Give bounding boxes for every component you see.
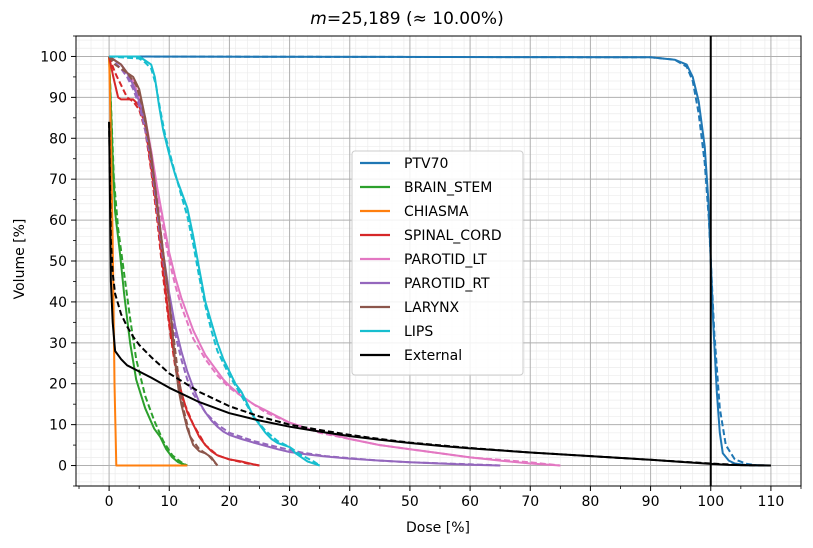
x-tick-label: 30 bbox=[281, 494, 299, 510]
x-tick-label: 20 bbox=[221, 494, 239, 510]
legend-label-parotid-lt: PAROTID_LT bbox=[404, 252, 487, 268]
legend-label-ptv70: PTV70 bbox=[404, 156, 448, 172]
y-tick-label: 10 bbox=[49, 418, 67, 434]
x-tick-label: 80 bbox=[582, 494, 600, 510]
legend-label-larynx: LARYNX bbox=[404, 300, 460, 316]
legend-box bbox=[351, 150, 524, 376]
series-lips-dashed-line bbox=[109, 55, 321, 467]
x-tick-label: 10 bbox=[160, 494, 178, 510]
y-tick-label: 60 bbox=[49, 213, 67, 229]
y-tick-label: 70 bbox=[49, 172, 67, 188]
series-parotid-lt-line bbox=[108, 55, 561, 467]
title-variable: m bbox=[310, 9, 327, 29]
legend-label-parotid-rt: PAROTID_RT bbox=[404, 276, 490, 292]
y-axis-label: Volume [%] bbox=[12, 219, 28, 300]
y-tick-label: 80 bbox=[49, 131, 67, 147]
x-tick-label: 70 bbox=[521, 494, 539, 510]
x-tick-label: 50 bbox=[401, 494, 419, 510]
series-larynx-line bbox=[108, 55, 219, 467]
series-lips-line bbox=[109, 55, 321, 467]
y-tick-label: 50 bbox=[49, 254, 67, 270]
title-rest: =25,189 (≈ 10.00%) bbox=[327, 9, 504, 29]
axis-ticks: 0 10 20 30 40 50 60 70 80 90 100 110 0 10 20 30 40 50 60 70… bbox=[40, 35, 802, 510]
x-tick-label: 110 bbox=[758, 494, 785, 510]
legend-label-spinal-cord: SPINAL_CORD bbox=[404, 228, 502, 244]
series-chiasma-line bbox=[108, 56, 188, 467]
legend-label-external: External bbox=[404, 348, 462, 364]
x-tick-label: 60 bbox=[461, 494, 479, 510]
y-tick-label: 0 bbox=[58, 459, 67, 475]
legend-label-chiasma: CHIASMA bbox=[404, 204, 469, 220]
chart-title: m=25,189 (≈ 10.00%) bbox=[310, 9, 503, 29]
series-external-line bbox=[108, 121, 771, 467]
y-tick-label: 20 bbox=[49, 377, 67, 393]
x-axis-label: Dose [%] bbox=[406, 520, 470, 536]
x-tick-label: 100 bbox=[697, 494, 724, 510]
x-tick-label: 0 bbox=[105, 494, 114, 510]
legend-label-brain-stem: BRAIN_STEM bbox=[404, 180, 492, 196]
legend: PTV70 BRAIN_STEM CHIASMA SPINAL_CORD PAROTID… bbox=[351, 150, 524, 376]
y-tick-label: 30 bbox=[49, 336, 67, 352]
legend-label-lips: LIPS bbox=[404, 324, 433, 340]
x-tick-label: 40 bbox=[341, 494, 359, 510]
y-tick-label: 90 bbox=[49, 90, 67, 106]
y-tick-label: 100 bbox=[40, 49, 67, 65]
series-lines bbox=[108, 55, 771, 467]
series-brain-stem-dashed-line bbox=[108, 56, 188, 467]
y-tick-label: 40 bbox=[49, 295, 67, 311]
x-tick-label: 90 bbox=[642, 494, 660, 510]
series-brain-stem-line bbox=[108, 56, 188, 467]
